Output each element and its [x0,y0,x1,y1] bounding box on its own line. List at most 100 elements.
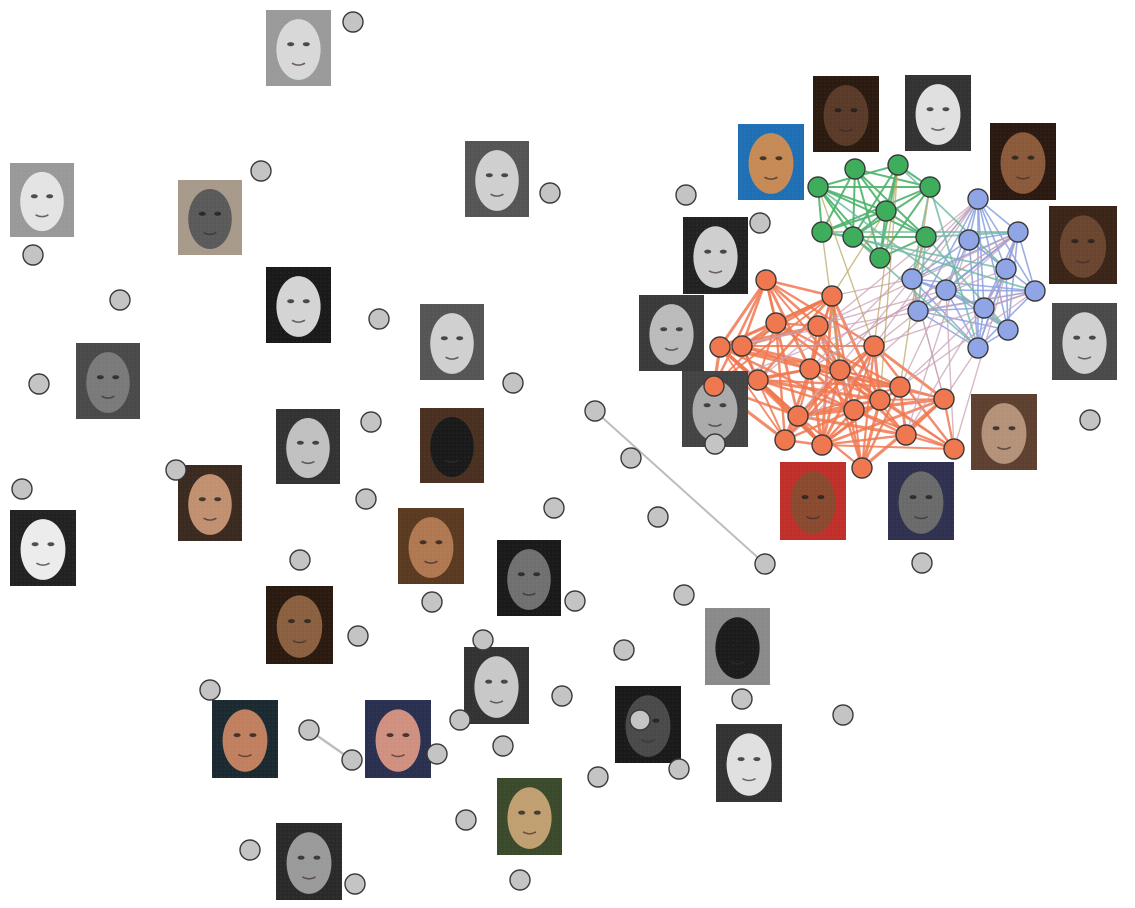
blue-cluster-node-2 [958,229,980,251]
blue-cluster-node-3 [995,258,1017,280]
graph-edge-206 [809,198,979,370]
blue-cluster-node-5 [935,279,957,301]
isolated-node-5 [749,212,771,234]
graph-edge-3 [718,278,768,349]
face-thumbnail-18 [76,343,140,419]
graph-edge-7 [764,278,800,418]
isolated-node-0 [342,11,364,33]
nodes-layer [11,11,1101,895]
blue-cluster-node-7 [973,297,995,319]
blue-cluster-node-6 [907,300,929,322]
graph-edge-146 [977,198,1036,292]
isolated-node-23 [613,639,635,661]
orange-cluster-node-14 [895,424,917,446]
isolated-node-13 [355,488,377,510]
graph-edge-188 [809,231,1019,370]
graph-edge-88 [796,398,882,418]
isolated-node-17 [911,552,933,574]
face-thumbnail-14 [780,462,846,540]
graph-edge-97 [821,444,955,450]
graph-edge-192 [905,268,1007,436]
green-cluster-node-5 [811,221,833,243]
face-thumbnail-15 [888,462,954,540]
blue-cluster-node-8 [1024,280,1046,302]
face-thumbnail-29 [212,700,278,778]
graph-edge-222 [831,210,887,297]
blue-cluster-node-1 [1007,221,1029,243]
face-thumbnail-0 [266,10,331,86]
isolated-node-7 [502,372,524,394]
isolated-node-28 [341,749,363,771]
graph-edge-226 [879,164,899,401]
graph-edge-162 [968,239,979,349]
graph-edge-148 [977,198,1009,331]
graph-edge-223 [817,186,875,347]
graph-edge-126 [852,164,899,238]
face-thumbnail-20 [420,408,484,483]
graph-edge-193 [945,289,955,450]
graph-edge-105 [860,398,882,470]
graph-edge-179 [917,310,1009,331]
isolated-node-15 [647,506,669,528]
faces-layer [10,10,1117,900]
orange-cluster-node-9 [889,376,911,398]
isolated-node-36 [165,459,187,481]
isolated-node-27 [298,719,320,741]
graph-edge-109 [783,368,842,442]
face-thumbnail-10 [683,217,748,294]
graph-edge-108 [740,344,842,372]
graph-edge-218 [917,236,927,312]
graph-edge-15 [796,294,834,418]
blue-cluster-node-9 [967,337,989,359]
isolated-node-8 [28,373,50,395]
isolated-node-22 [472,629,494,651]
orange-cluster-node-2 [765,312,787,334]
isolated-node-40 [629,709,651,731]
graph-edge-6 [712,278,768,388]
orange-cluster-node-4 [709,336,731,358]
graph-edge-96 [820,433,908,447]
orange-cluster-node-12 [843,399,865,421]
isolated-node-2 [22,244,44,266]
graph-edge-197 [784,231,1019,441]
isolated-node-18 [421,591,443,613]
orange-cluster-node-7 [747,369,769,391]
orange-cluster-node-6 [799,358,821,380]
face-thumbnail-16 [266,267,331,343]
orange-cluster-node-11 [787,405,809,427]
graph-edge-100 [820,368,842,447]
graph-edge-207 [911,278,945,400]
isolated-node-14 [543,497,565,519]
face-thumbnail-11 [639,295,704,371]
orange-cluster-node-0 [755,269,777,291]
isolated-node-34 [344,873,366,895]
orange-cluster-node-19 [869,389,891,411]
graph-edge-94 [783,408,856,442]
green-cluster-node-6 [842,226,864,248]
isolated-node-37 [199,679,221,701]
isolated-node-4 [675,184,697,206]
face-thumbnail-13 [971,394,1037,470]
isolated-node-11 [620,447,642,469]
blue-cluster-node-10 [997,319,1019,341]
graph-edge-41 [719,346,786,441]
face-thumbnail-21 [178,465,242,541]
green-cluster-node-1 [844,158,866,180]
graph-edge-18 [740,294,834,348]
isolated-node-32 [668,758,690,780]
graph-edge-120 [821,168,856,233]
isolated-node-1 [250,160,272,182]
isolated-node-20 [673,584,695,606]
graph-edge-60 [783,367,812,442]
isolated-node-12 [11,478,33,500]
isolated-node-35 [704,433,726,455]
face-thumbnail-3 [178,180,242,255]
isolated-node-3 [539,182,561,204]
isolated-node-21 [347,625,369,647]
isolated-node-19 [564,590,586,612]
green-cluster-node-7 [915,226,937,248]
graph-edge-210 [852,236,1036,292]
graph-edge-2 [764,278,820,328]
face-thumbnail-2 [10,163,74,237]
